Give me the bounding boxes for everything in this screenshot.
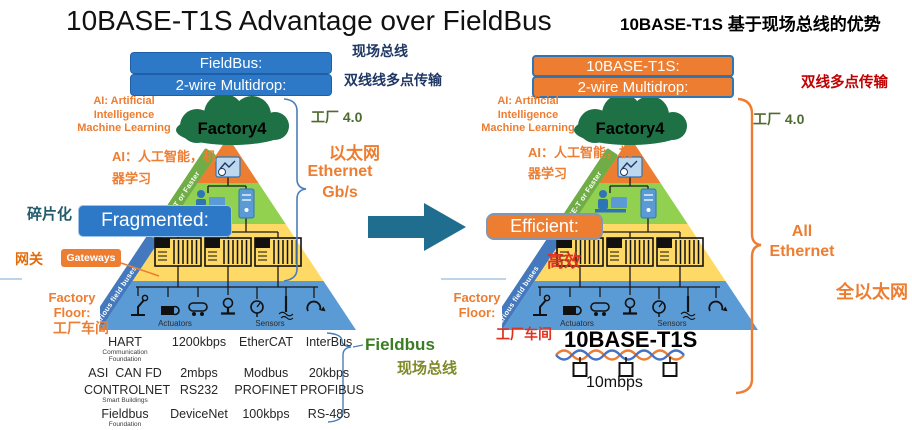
factory-floor-left: Factory Floor:: [44, 290, 100, 320]
table-cell: InterBus: [305, 335, 353, 349]
multidrop-box-right: 2-wire Multidrop:: [532, 76, 734, 98]
sensors-label: Sensors: [255, 319, 284, 328]
ai-zh-line2-left: 器学习: [112, 171, 152, 186]
factory40-label-left: 工厂 4.0: [311, 109, 363, 125]
all-ethernet-line: Ethernet: [769, 243, 835, 260]
twisted-pair-graphic: [555, 349, 685, 377]
ethernet-zh-label: 以太网: [329, 144, 380, 163]
ai-line: Intelligence: [93, 108, 155, 121]
actuators-label: Actuators: [560, 319, 594, 328]
multidrop-box-left-label: 2-wire Multidrop:: [175, 76, 287, 94]
factory-floor-line: Factory: [453, 290, 501, 305]
ai-line: Intelligence: [497, 108, 559, 121]
efficient-box: Efficient:: [486, 213, 603, 240]
fieldbus-box-label: FieldBus:: [199, 54, 263, 72]
ethernet-gbs-label: Ethernet Gb/s: [296, 161, 384, 203]
gateways-box: Gateways: [61, 249, 121, 267]
fragmented-box: Fragmented:: [78, 205, 232, 237]
table-cell: ASI CAN FD: [88, 366, 162, 380]
factory-floor-line: Factory: [48, 290, 96, 305]
cloud-label: Factory4: [596, 120, 666, 138]
multidrop-zh-label-left: 双线线多点传输: [344, 72, 442, 88]
table-cell: CONTROLNET Smart Buildings: [84, 383, 171, 404]
gateway-zh-label: 网关: [15, 251, 43, 267]
table-cell: EtherCAT: [239, 335, 293, 349]
cloud-label: Factory4: [198, 120, 268, 138]
ai-text-right: AI: Artificial Intelligence Machine Lear…: [480, 95, 576, 136]
table-cell: 20kbps: [308, 366, 350, 380]
multidrop-box-right-label: 2-wire Multidrop:: [577, 78, 689, 96]
factory-floor-line: Floor:: [53, 305, 91, 320]
ai-line: Machine Learning: [77, 122, 171, 134]
gateways-box-label: Gateways: [66, 252, 116, 264]
ai-zh-line1-left: AI：人工智能，机: [112, 149, 217, 164]
all-ethernet-label: All Ethernet: [758, 222, 846, 262]
factory-floor-zh-left: 工厂车间: [53, 320, 109, 336]
t1s-speed-label: 10mbps: [586, 374, 643, 391]
page-title-zh: 10BASE-T1S 基于现场总线的优势: [620, 15, 881, 34]
table-cell: DeviceNet: [170, 407, 228, 421]
table-cell: 1200kbps: [171, 335, 227, 349]
table-cell: RS232: [179, 383, 219, 397]
cloud-right: Factory4: [574, 94, 687, 145]
ai-line: Machine Learning: [481, 122, 575, 134]
t1s-box: 10BASE-T1S:: [532, 55, 734, 77]
fieldbus-brace-label: Fieldbus: [365, 335, 435, 354]
wire-blue: [555, 349, 685, 361]
t1s-bottom-title: 10BASE-T1S: [564, 327, 698, 352]
t1s-box-label: 10BASE-T1S:: [586, 57, 680, 75]
factory40-label-right: 工厂 4.0: [753, 111, 805, 127]
cloud-left: Factory4: [176, 94, 289, 145]
fragmented-zh-label: 碎片化: [27, 206, 73, 223]
ai-line: AI: Artificial: [93, 95, 155, 107]
ai-zh-line2-right: 器学习: [528, 166, 568, 181]
table-cell: 100kbps: [242, 407, 290, 421]
multidrop-zh-label-right: 双线多点传输: [801, 75, 888, 91]
table-cell: HART Communication Foundation: [102, 335, 148, 363]
ai-zh-line1-right: AI：人工智能，机: [528, 145, 633, 160]
fieldbus-zh-label: 现场总线: [352, 43, 408, 59]
ethernet-line: Ethernet: [307, 163, 373, 180]
ai-text-left: AI: Artificial Intelligence Machine Lear…: [76, 95, 172, 136]
efficient-zh-label: 高效: [547, 252, 581, 271]
sensors-label: Sensors: [657, 319, 686, 328]
factory-floor-right: Factory Floor:: [449, 290, 505, 320]
table-cell: RS-485: [307, 407, 351, 421]
factory-floor-line: Floor:: [458, 305, 496, 320]
table-cell: 2mbps: [180, 366, 218, 380]
all-ethernet-line: All: [791, 223, 813, 240]
multidrop-box-left: 2-wire Multidrop:: [130, 74, 332, 96]
fieldbus-brace-zh-label: 现场总线: [397, 360, 458, 377]
fieldbus-box: FieldBus:: [130, 52, 332, 74]
fragmented-box-label: Fragmented:: [101, 210, 209, 231]
ethernet-line: Gb/s: [322, 184, 358, 201]
factory-floor-zh-right: 工厂车间: [496, 326, 552, 342]
page-title: 10BASE-T1S Advantage over FieldBus: [66, 5, 552, 36]
actuators-label: Actuators: [158, 319, 192, 328]
table-cell: Modbus: [243, 366, 289, 380]
table-cell: Fieldbus Foundation: [101, 407, 149, 428]
ai-line: AI: Artificial: [497, 95, 559, 107]
table-cell: PROFIBUS: [300, 383, 364, 397]
all-ethernet-zh-label: 全以太网: [836, 282, 908, 302]
fieldbus-table: HART Communication Foundation 1200kbps Et…: [84, 335, 364, 428]
node-squares: [572, 362, 678, 377]
table-cell: PROFINET: [234, 383, 298, 397]
efficient-box-label: Efficient:: [510, 216, 579, 236]
